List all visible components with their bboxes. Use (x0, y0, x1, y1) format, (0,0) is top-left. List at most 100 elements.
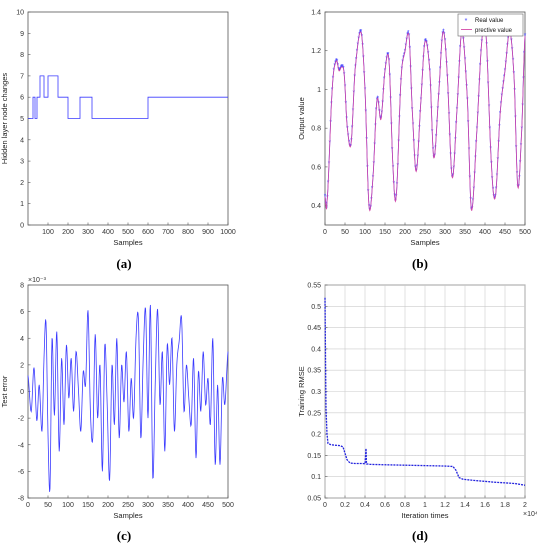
y-tick-label: 10 (16, 10, 24, 17)
x-tick-label: 1.6 (480, 502, 490, 509)
plot-area (324, 11, 526, 226)
x-tick-label: 0 (26, 502, 30, 509)
panel-caption: (b) (412, 256, 428, 271)
y-tick-label: 0.45 (307, 325, 321, 332)
legend-marker-real: * (465, 18, 468, 25)
y-tick-label: 0.55 (307, 283, 321, 290)
x-tick-label: 450 (202, 502, 214, 509)
x-tick-label: 2 (523, 502, 527, 509)
y-tick-label: -4 (18, 442, 24, 449)
x-tick-label: 300 (142, 502, 154, 509)
x-tick-label: 400 (182, 502, 194, 509)
x-tick-label: 50 (341, 229, 349, 236)
x-tick-label: 200 (399, 229, 411, 236)
x-tick-label: 200 (62, 229, 74, 236)
x-scale-label: ×10⁴ (523, 511, 537, 518)
y-scale-label: ×10⁻³ (28, 277, 47, 284)
x-axis-label: Samples (113, 238, 142, 247)
series-line-0 (324, 297, 526, 486)
x-tick-label: 0.4 (360, 502, 370, 509)
x-tick-label: 50 (44, 502, 52, 509)
x-tick-label: 800 (182, 229, 194, 236)
x-tick-label: 0.2 (340, 502, 350, 509)
x-tick-label: 1000 (220, 229, 236, 236)
x-tick-label: 350 (459, 229, 471, 236)
x-tick-label: 1.4 (460, 502, 470, 509)
y-tick-label: 1 (20, 201, 24, 208)
y-tick-label: 6 (20, 95, 24, 102)
legend-entry: Real value (475, 18, 504, 24)
y-tick-label: 1.2 (311, 48, 321, 55)
panel-c: 0 50 100 150 200 250 300 350 400 450 500 -8 -6 -4 -2 0 2… (0, 277, 234, 543)
series-line-0 (27, 304, 229, 492)
x-tick-label: 400 (479, 229, 491, 236)
x-tick-label: 1 (423, 502, 427, 509)
x-tick-label: 500 (222, 502, 234, 509)
panel-a: 100 200 300 400 500 600 700 800 900 1000 0 1 2 3 4 5 6 7 8… (0, 10, 236, 272)
y-tick-label: 8 (20, 52, 24, 59)
x-tick-label: 400 (102, 229, 114, 236)
x-tick-label: 0.8 (400, 502, 410, 509)
y-tick-label: 0 (20, 389, 24, 396)
y-tick-label: 0.35 (307, 368, 321, 375)
x-tick-label: 700 (162, 229, 174, 236)
y-tick-label: 0.2 (311, 432, 321, 439)
y-tick-label: 1.4 (311, 10, 321, 17)
legend: * Real value prective value (457, 13, 524, 37)
x-tick-label: 0 (323, 229, 327, 236)
data-point-marker: * (524, 32, 527, 39)
x-tick-label: 500 (122, 229, 134, 236)
x-tick-label: 100 (42, 229, 54, 236)
y-tick-label: -2 (18, 416, 24, 423)
y-tick-label: 2 (20, 362, 24, 369)
y-tick-label: 9 (20, 31, 24, 38)
x-tick-label: 450 (499, 229, 511, 236)
panel-caption: (a) (116, 256, 131, 271)
x-tick-label: 300 (82, 229, 94, 236)
legend-entry: prective value (475, 28, 513, 34)
series-line-1 (324, 21, 526, 212)
x-tick-label: 0.6 (380, 502, 390, 509)
y-tick-label: 2 (20, 180, 24, 187)
y-tick-label: -8 (18, 496, 24, 503)
y-tick-label: 0.15 (307, 453, 321, 460)
x-tick-label: 1.2 (440, 502, 450, 509)
x-axis-label: Samples (410, 238, 439, 247)
y-tick-label: 0.4 (311, 203, 321, 210)
x-tick-label: 0 (323, 502, 327, 509)
y-axis-label: Training RMSE (297, 366, 306, 417)
y-tick-label: 0.4 (311, 346, 321, 353)
legend-box (457, 13, 524, 37)
x-tick-label: 100 (359, 229, 371, 236)
y-tick-label: 0.25 (307, 410, 321, 417)
x-tick-label: 250 (122, 502, 134, 509)
y-tick-label: 0.05 (307, 496, 321, 503)
x-tick-label: 100 (62, 502, 74, 509)
x-tick-label: 900 (202, 229, 214, 236)
x-tick-label: 1.8 (500, 502, 510, 509)
y-tick-label: 8 (20, 283, 24, 290)
y-axis-label: Output value (297, 97, 306, 140)
y-tick-label: 0.5 (311, 304, 321, 311)
y-tick-label: 0.8 (311, 126, 321, 133)
y-tick-label: 5 (20, 116, 24, 123)
series-line-0 (28, 75, 228, 119)
panel-d: 0 0.2 0.4 0.6 0.8 1 1.2 1.4 1.6 1.8 2 0.05 0.1 0.15 0.… (297, 283, 537, 544)
x-tick-label: 150 (82, 502, 94, 509)
y-tick-label: 0 (20, 223, 24, 230)
x-tick-label: 150 (379, 229, 391, 236)
y-tick-label: 3 (20, 159, 24, 166)
x-tick-label: 500 (519, 229, 531, 236)
y-tick-label: 6 (20, 309, 24, 316)
y-tick-label: 4 (20, 336, 24, 343)
y-axis-label: Test error (0, 375, 9, 407)
x-axis-label: Samples (113, 511, 142, 520)
x-tick-label: 250 (419, 229, 431, 236)
panel-caption: (c) (117, 528, 131, 543)
y-tick-label: 4 (20, 137, 24, 144)
y-tick-label: 0.6 (311, 164, 321, 171)
y-tick-label: 0.3 (311, 389, 321, 396)
data-point-marker: * (324, 193, 327, 200)
